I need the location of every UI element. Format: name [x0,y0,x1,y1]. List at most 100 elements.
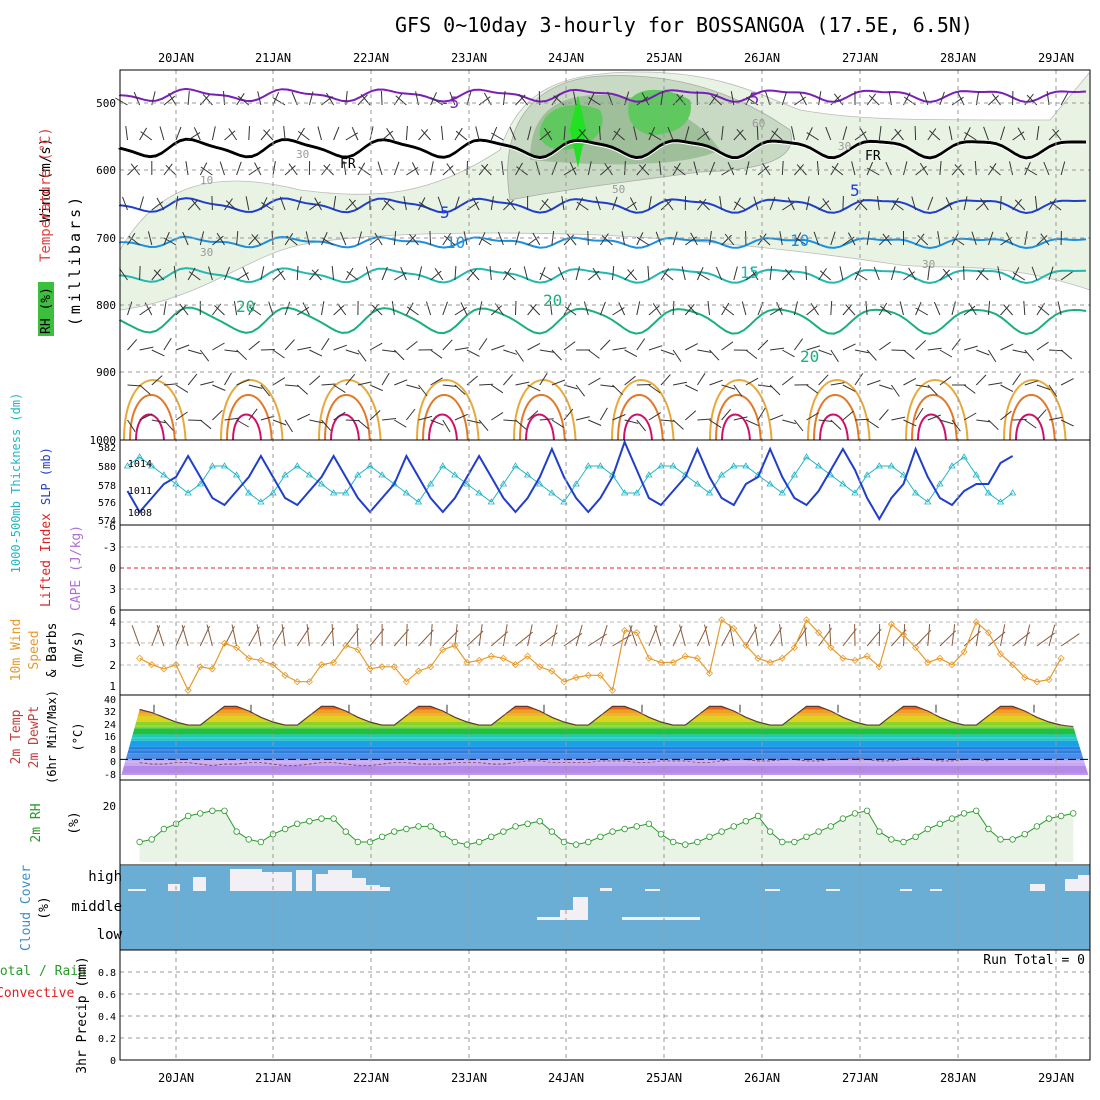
thickness-point [633,489,641,496]
rh2m-point [863,807,871,814]
rh2m-point [403,825,410,833]
wind-barb [721,126,724,141]
wind-barb [697,349,712,353]
wind-barb [518,93,528,106]
wind10m-barb [915,629,932,647]
wind10m-barb [345,628,360,647]
isotherm-lobe [422,394,469,441]
precip-tick: 0.6 [98,990,116,1001]
thickness-point [232,471,241,478]
wind-barb [297,306,310,316]
wind-barb [248,125,250,141]
convective-label: Convective [0,986,74,1001]
contour-label: 20 [543,291,562,310]
wind-barb [193,127,201,141]
wind-barb [219,161,225,176]
wind-barb [490,305,503,316]
wind-barb [1060,161,1066,176]
wind-barb [491,132,504,141]
pressure-tick: 600 [96,164,116,177]
wind10m-point [972,618,980,626]
rh-label: RH (%) [39,287,54,334]
rh2m-point [366,838,374,846]
wind10m-barb [704,624,710,647]
wind-barb [648,196,652,211]
wind-barb [954,164,965,176]
temperature-label: Temperature (°C) [38,127,54,262]
wind-barb [633,126,638,141]
wind-barb [629,197,638,211]
wind-barb [951,419,961,432]
wind-barb [503,199,514,211]
wind-barb [211,303,222,316]
wind-barb [672,349,682,362]
rh2m-point [488,833,495,840]
isotherm-lobe [525,413,555,441]
cloud-high-bar [1065,879,1078,891]
wind-barb [903,377,917,386]
wind-barb [587,161,592,176]
wind-barb [346,271,359,281]
wind-barb [939,349,953,358]
pressure-tick: 900 [96,366,116,379]
wind-barb [333,196,337,211]
cloud-high-bar [168,884,180,891]
wind-barb [249,306,262,316]
wind-barb [454,384,466,395]
wind-barb [394,419,407,428]
wind-barb [563,167,577,176]
wind-barb [187,91,190,106]
thickness-point [390,480,398,487]
wind10m-barb [131,625,141,647]
wind-barb [317,126,322,141]
wind-barb [527,384,541,392]
wind-barb [1049,201,1062,211]
wind-barb [382,418,397,421]
wind-barb [185,161,189,176]
wind-barb [236,379,250,386]
wind-barb [915,301,922,316]
thickness-point [342,489,350,496]
wind-barb [915,407,924,421]
wind10m-point [511,661,520,669]
wind-barb [709,419,722,429]
wind-barb [927,128,937,141]
wind-barb [988,95,999,106]
wind-barb [879,384,893,390]
wind-barb [479,237,492,246]
wind-barb [179,303,189,316]
isotherm-line [118,137,1087,160]
rh2m-point [415,823,422,830]
wind-barb [830,162,839,176]
wind-barb [794,96,807,106]
rh2m-point [936,820,944,827]
temp-unit-label: (°C) [71,723,85,752]
thickness-point [863,471,871,478]
rh2m-point [694,838,701,846]
wind-barb [430,377,443,386]
wind10m-barb [502,624,508,647]
temp2m-panel [120,704,1090,775]
rh2m-point [669,838,677,846]
wind-barb [945,197,953,211]
rh2m-point [209,807,216,814]
wind-barb [891,129,902,141]
wind-barb [1037,305,1050,316]
isotherm-lobe [709,379,773,441]
panel-background [120,610,1090,695]
wind-barb [260,128,271,141]
wind-barb [260,266,265,281]
wind10m-point [487,652,495,660]
wind-barb [527,342,541,351]
wind-barb [405,125,408,141]
wind-barb [284,419,293,433]
precip-axis-labels: Total / Rain Convective 3hr Precip (mm) … [0,953,1085,1074]
bottom-day-label: 20JAN [158,1071,194,1085]
wind-barb [490,196,494,211]
thickness-point [851,489,859,496]
cloud-level-label: middle [71,899,122,915]
wind-barb [818,268,827,281]
wind-barb [927,196,934,211]
wind-barb [224,372,232,386]
